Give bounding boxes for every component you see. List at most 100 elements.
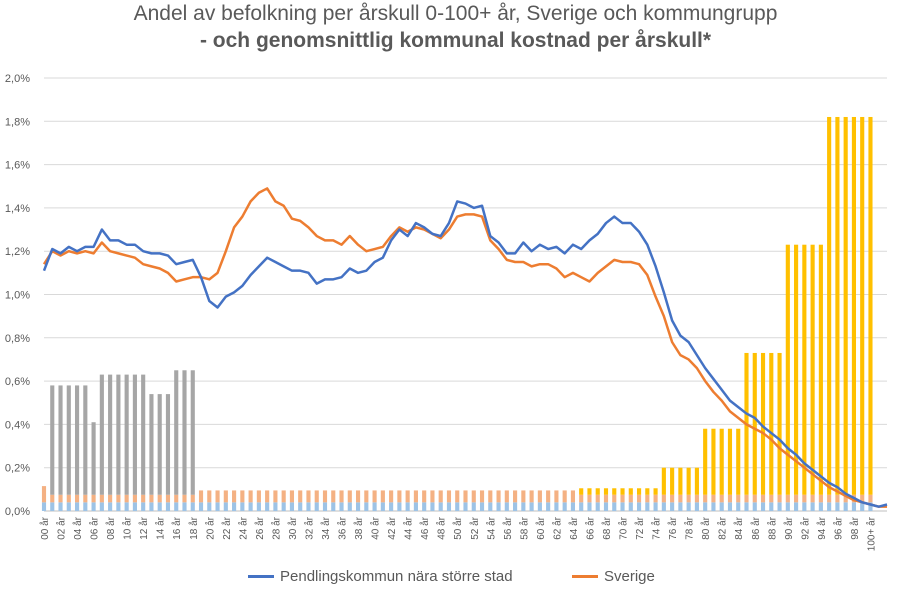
cost-bar-base (661, 502, 666, 511)
cost-bar-base (446, 502, 452, 511)
cost-bar-base (99, 502, 104, 511)
cost-bar (198, 490, 204, 503)
cost-bar (413, 490, 418, 503)
x-tick-label: 84 år (733, 516, 745, 539)
cost-bar (546, 490, 551, 503)
cost-bar-mid (83, 494, 88, 503)
cost-bar-mid (670, 494, 675, 503)
cost-bar (248, 490, 253, 503)
cost-bar (529, 490, 534, 503)
cost-bar-base (562, 502, 567, 511)
x-tick-label: 76 år (667, 516, 679, 539)
cost-bar-base (74, 502, 80, 511)
x-tick-label: 88 år (766, 516, 778, 539)
cost-bar (719, 428, 724, 495)
cost-bar-mid (612, 494, 617, 503)
cost-bar-base (794, 502, 799, 511)
cost-bar (190, 370, 195, 495)
chart-title: Andel av befolkning per årskull 0-100+ å… (133, 2, 778, 25)
cost-bar-base (694, 502, 699, 511)
cost-bar-base (827, 502, 832, 511)
cost-bar-mid (752, 494, 757, 503)
x-tick-label: 58 år (518, 516, 530, 539)
x-tick-label: 40 år (370, 516, 382, 539)
x-tick-label: 14 år (155, 516, 167, 539)
cost-bar-base (281, 502, 286, 511)
cost-bar (703, 428, 708, 495)
cost-bar-base (389, 502, 394, 511)
cost-bar (612, 488, 617, 495)
cost-bar-mid (645, 494, 650, 503)
cost-bar-base (818, 502, 823, 511)
cost-bar (488, 490, 493, 503)
cost-bar-base (149, 502, 154, 511)
cost-bar-base (463, 502, 468, 511)
cost-bar-base (380, 502, 385, 511)
cost-bar (686, 467, 691, 495)
cost-bar-base (347, 502, 352, 511)
cost-bar (794, 244, 799, 495)
y-tick-label: 1,0% (5, 290, 30, 302)
cost-bar (355, 490, 361, 503)
cost-bar-mid (108, 494, 113, 503)
cost-bar-mid (149, 494, 154, 503)
y-tick-label: 1,6% (5, 160, 30, 172)
cost-bar (471, 490, 476, 503)
cost-bar (455, 490, 460, 503)
cost-bar-mid (182, 494, 187, 503)
cost-bar-mid (818, 494, 823, 503)
cost-bar (298, 490, 303, 503)
cost-bar-base (108, 502, 113, 511)
cost-bar (513, 490, 518, 503)
x-tick-label: 78 år (684, 516, 696, 539)
cost-bar (678, 467, 683, 495)
cost-bar-base (843, 502, 848, 511)
cost-bar (314, 490, 319, 503)
cost-bar-base (579, 502, 584, 511)
cost-bar (620, 488, 625, 495)
legend-label-series2: Sverige (604, 568, 655, 585)
x-tick-label: 06 år (89, 516, 101, 539)
cost-bar (711, 428, 716, 495)
cost-bar-base (438, 502, 443, 511)
cost-bar-base (752, 502, 757, 511)
cost-bar-mid (744, 494, 749, 503)
cost-bar-mid (587, 494, 592, 503)
cost-bar-base (298, 502, 303, 511)
cost-bar-mid (736, 494, 741, 503)
cost-bar (132, 374, 137, 495)
cost-bar-base (810, 502, 815, 511)
cost-bar (570, 490, 576, 503)
cost-bar-base (513, 502, 518, 511)
cost-bar (736, 428, 741, 495)
cost-bar-base (41, 502, 47, 511)
cost-bar-base (273, 502, 278, 511)
cost-bar (777, 352, 782, 495)
cost-bar (74, 385, 80, 495)
legend-label-series1: Pendlingskommun nära större stad (280, 568, 513, 585)
cost-bar-base (744, 502, 749, 511)
x-tick-label: 12 år (138, 516, 150, 539)
cost-bar-mid (50, 494, 55, 503)
cost-bar-base (141, 502, 146, 511)
cost-bar (322, 490, 328, 503)
cost-bar (727, 428, 733, 495)
cost-bar-base (306, 502, 311, 511)
cost-bar (504, 490, 509, 503)
x-tick-label: 64 år (568, 516, 580, 539)
cost-bar-base (686, 502, 691, 511)
cost-bar-base (521, 502, 526, 511)
cost-bar-base (670, 502, 675, 511)
grid-lines (44, 77, 887, 512)
cost-bar-base (422, 502, 427, 511)
cost-bar-mid (628, 494, 633, 503)
cost-bar (430, 490, 435, 503)
cost-bar (66, 385, 71, 495)
x-tick-label: 24 år (237, 516, 249, 539)
cost-bar-mid (678, 494, 683, 503)
cost-bar-mid (58, 494, 63, 503)
y-tick-label: 1,4% (5, 203, 30, 215)
x-tick-label: 68 år (601, 516, 613, 539)
legend: Pendlingskommun nära större stad Sverige (0, 568, 911, 590)
x-tick-label: 100+ år (865, 516, 877, 551)
